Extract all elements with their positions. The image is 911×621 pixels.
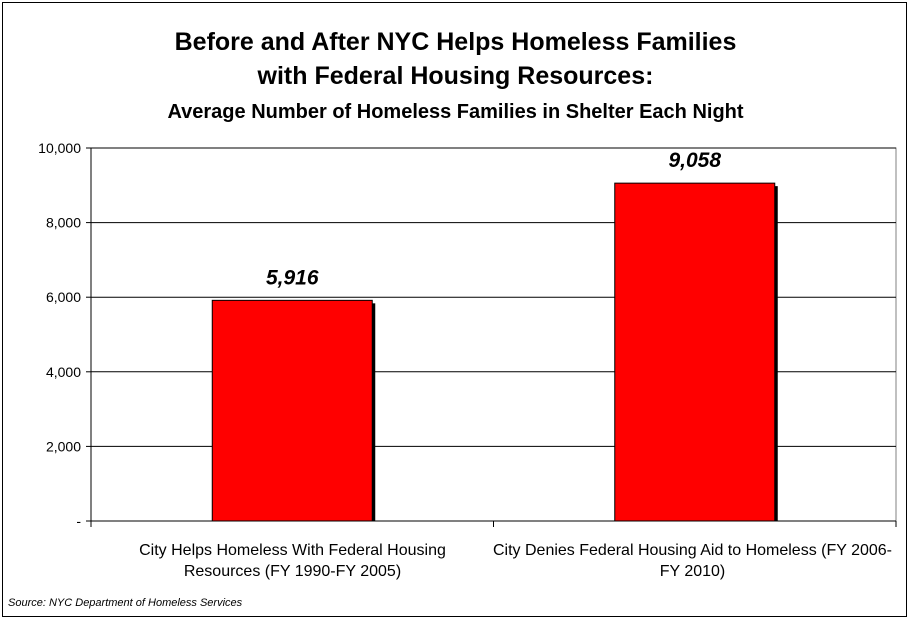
data-label: 5,916 [266, 266, 319, 289]
x-category-label-1: City Helps Homeless With Federal Housing… [139, 542, 446, 580]
chart-title-line-2: with Federal Housing Resources: [257, 62, 654, 90]
y-tick-label: 8,000 [46, 215, 81, 231]
y-tick-label: - [76, 513, 81, 529]
y-tick-label: 6,000 [46, 289, 81, 305]
bar [211, 299, 373, 522]
y-tick-label: 10,000 [38, 140, 81, 156]
chart-subtitle: Average Number of Homeless Families in S… [167, 101, 744, 123]
chart-title: Before and After NYC Helps Homeless Fami… [174, 28, 737, 56]
y-tick-label: 2,000 [46, 438, 81, 454]
y-tick-label: 4,000 [46, 364, 81, 380]
data-label: 9,058 [668, 149, 721, 172]
bar [614, 182, 776, 522]
source-note: Source: NYC Department of Homeless Servi… [8, 597, 243, 609]
x-category-label-2: City Denies Federal Housing Aid to Homel… [493, 542, 892, 580]
